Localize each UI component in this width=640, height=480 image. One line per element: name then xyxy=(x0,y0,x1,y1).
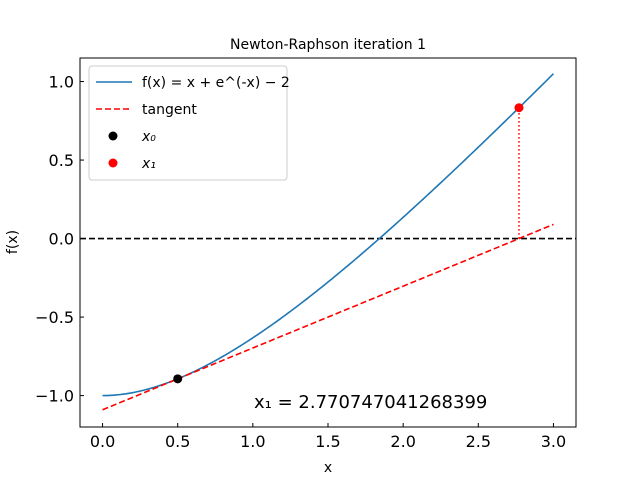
legend-x0-marker xyxy=(108,131,118,141)
x-axis-label: x xyxy=(324,460,332,476)
legend-frame xyxy=(88,65,288,181)
x-ticks: 0.0 0.5 1.0 1.5 2.0 2.5 3.0 xyxy=(90,423,566,451)
x1-point xyxy=(514,103,524,113)
x-tick-label: 1.0 xyxy=(240,432,265,451)
x-tick-label: 2.5 xyxy=(466,432,491,451)
legend-x1-marker xyxy=(108,158,118,168)
y-tick-label: 0.5 xyxy=(49,151,74,170)
x-tick-label: 0.5 xyxy=(165,432,190,451)
legend-function-label: f(x) = x + e^(-x) − 2 xyxy=(142,75,290,91)
y-tick-label: −0.5 xyxy=(35,308,74,327)
legend: f(x) = x + e^(-x) − 2 tangent x₀ x₁ xyxy=(88,65,290,181)
x-tick-label: 1.5 xyxy=(315,432,340,451)
x-tick-label: 0.0 xyxy=(90,432,115,451)
y-tick-label: −1.0 xyxy=(35,387,74,406)
x1-annotation: x₁ = 2.770747041268399 xyxy=(254,392,487,413)
tangent-line xyxy=(102,223,554,411)
y-ticks: 1.0 0.5 0.0 −0.5 −1.0 xyxy=(35,73,84,406)
y-axis-label: f(x) xyxy=(5,230,21,254)
y-tick-label: 0.0 xyxy=(49,230,74,249)
legend-x0-label: x₀ xyxy=(141,129,156,145)
legend-x1-label: x₁ xyxy=(141,156,156,172)
x-tick-label: 2.0 xyxy=(390,432,415,451)
x0-point xyxy=(173,374,183,384)
x-tick-label: 3.0 xyxy=(541,432,566,451)
y-tick-label: 1.0 xyxy=(49,73,74,92)
markers xyxy=(173,103,524,384)
chart-title: Newton-Raphson iteration 1 xyxy=(230,37,426,53)
legend-tangent-label: tangent xyxy=(142,102,197,118)
